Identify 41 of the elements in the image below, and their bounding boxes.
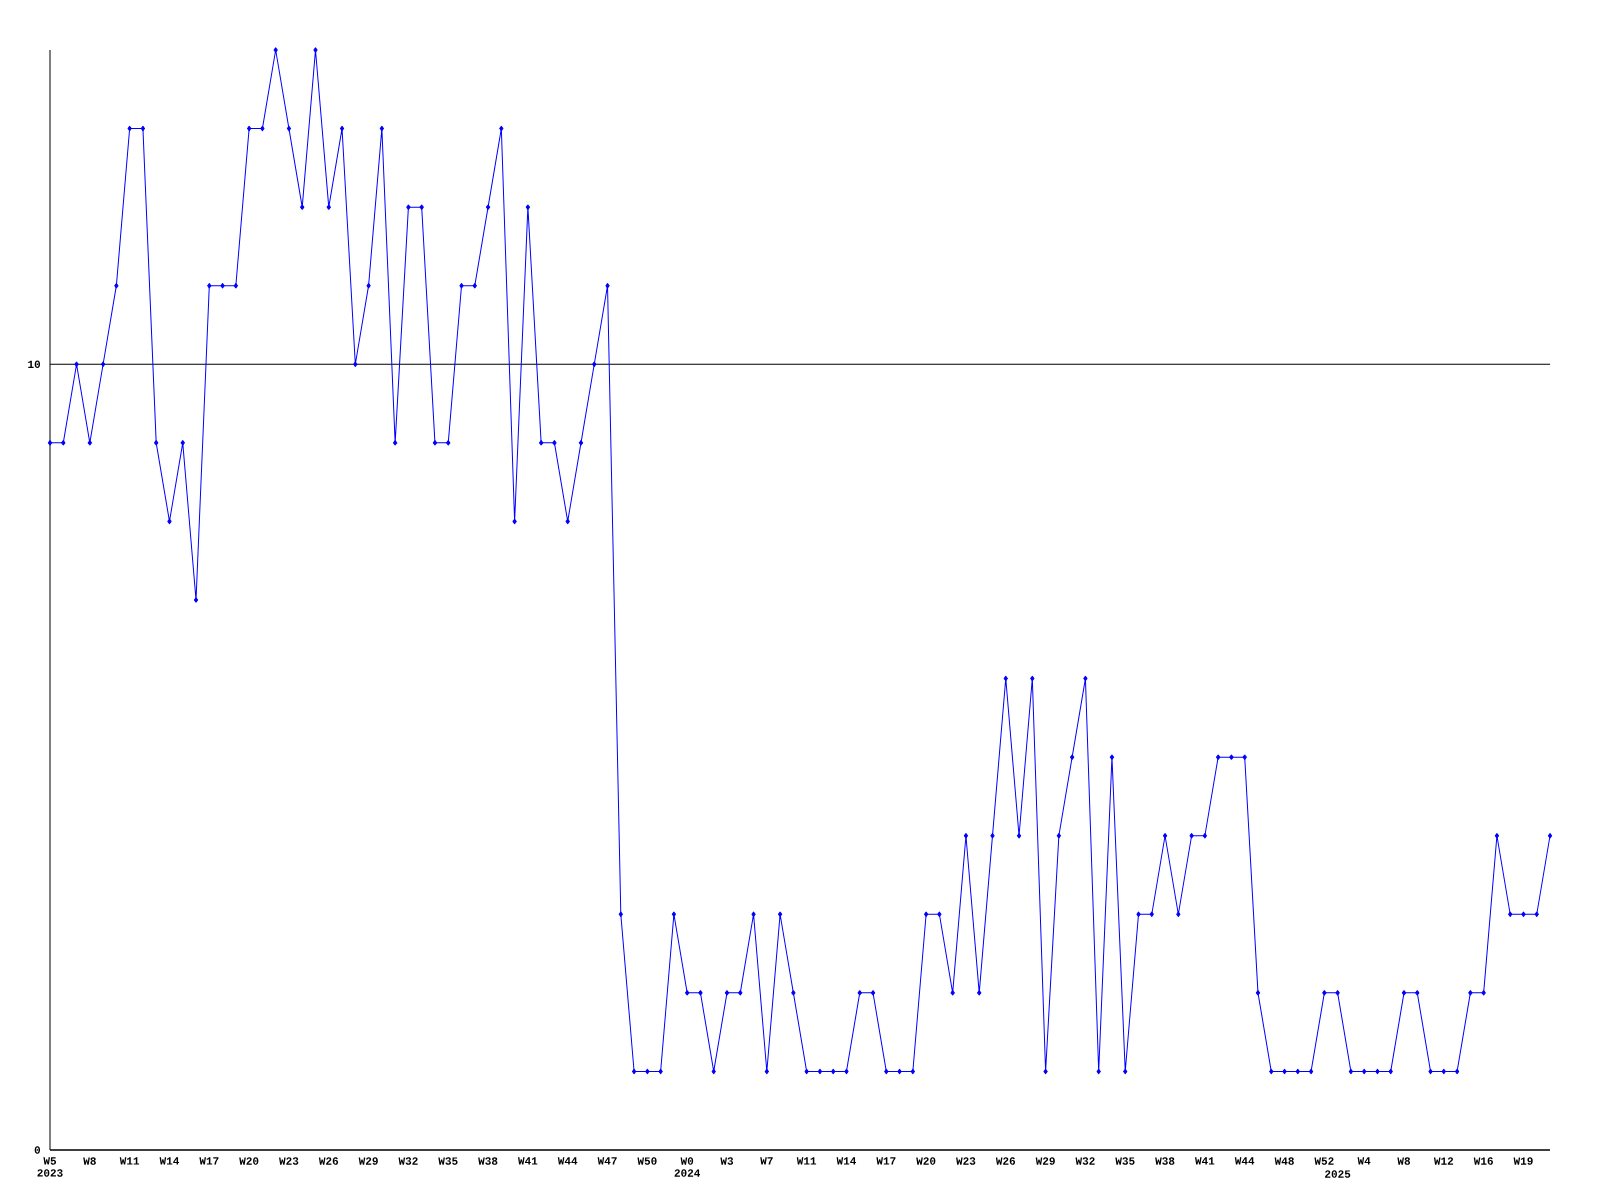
x-tick-label: W47 xyxy=(597,1157,617,1165)
x-tick-label: W0 2024 xyxy=(674,1157,701,1177)
x-tick-label: W26 xyxy=(995,1157,1016,1165)
x-tick-label: W44 xyxy=(1234,1157,1255,1165)
x-tick-label: W8 xyxy=(83,1157,96,1165)
x-tick-label: W16 xyxy=(1473,1157,1493,1165)
x-tick-label: W35 xyxy=(1115,1157,1135,1165)
x-tick-label: W5 2023 xyxy=(37,1157,63,1177)
x-tick-label: W11 xyxy=(119,1157,140,1165)
x-tick-label: W26 xyxy=(318,1157,339,1165)
x-tick-label: W20 xyxy=(916,1157,936,1165)
x-tick-label: W41 xyxy=(517,1157,538,1165)
x-tick-label: W7 xyxy=(760,1157,773,1165)
x-tick-label: W17 xyxy=(876,1157,896,1165)
x-tick-label: W38 xyxy=(478,1157,498,1165)
x-tick-label: W14 xyxy=(159,1157,180,1165)
x-tick-label: W23 xyxy=(956,1157,976,1165)
x-tick-label: W11 xyxy=(796,1157,817,1165)
x-tick-label: W19 xyxy=(1513,1157,1533,1165)
x-tick-label: W4 xyxy=(1357,1157,1371,1165)
x-tick-label: W50 xyxy=(637,1157,657,1165)
x-tick-label: W35 xyxy=(438,1157,458,1165)
x-tick-label: W14 xyxy=(836,1157,857,1165)
x-tick-label: W44 xyxy=(557,1157,578,1165)
x-tick-label: W52 xyxy=(1314,1157,1334,1165)
y-tick-label: 0 xyxy=(34,1146,41,1154)
y-tick-label: 10 xyxy=(28,360,41,368)
x-tick-label: W17 xyxy=(199,1157,219,1165)
x-tick-label: W8 xyxy=(1397,1157,1411,1165)
x-tick-label: W3 xyxy=(720,1157,734,1165)
x-tick-label: W20 xyxy=(239,1157,259,1165)
x-tick-label: W12 xyxy=(1433,1157,1454,1165)
x-tick-label: W32 xyxy=(1075,1157,1095,1165)
x-tick-label: W29 xyxy=(1035,1157,1055,1165)
x-tick-label: W41 xyxy=(1194,1157,1215,1165)
x-tick-label: W23 xyxy=(279,1157,299,1165)
x-tick-label: W32 xyxy=(398,1157,418,1165)
x-tick-label: 2025 xyxy=(1325,1170,1351,1178)
x-tick-label: W29 xyxy=(358,1157,378,1165)
x-tick-label: W48 xyxy=(1274,1157,1294,1165)
x-tick-label: W38 xyxy=(1155,1157,1175,1165)
